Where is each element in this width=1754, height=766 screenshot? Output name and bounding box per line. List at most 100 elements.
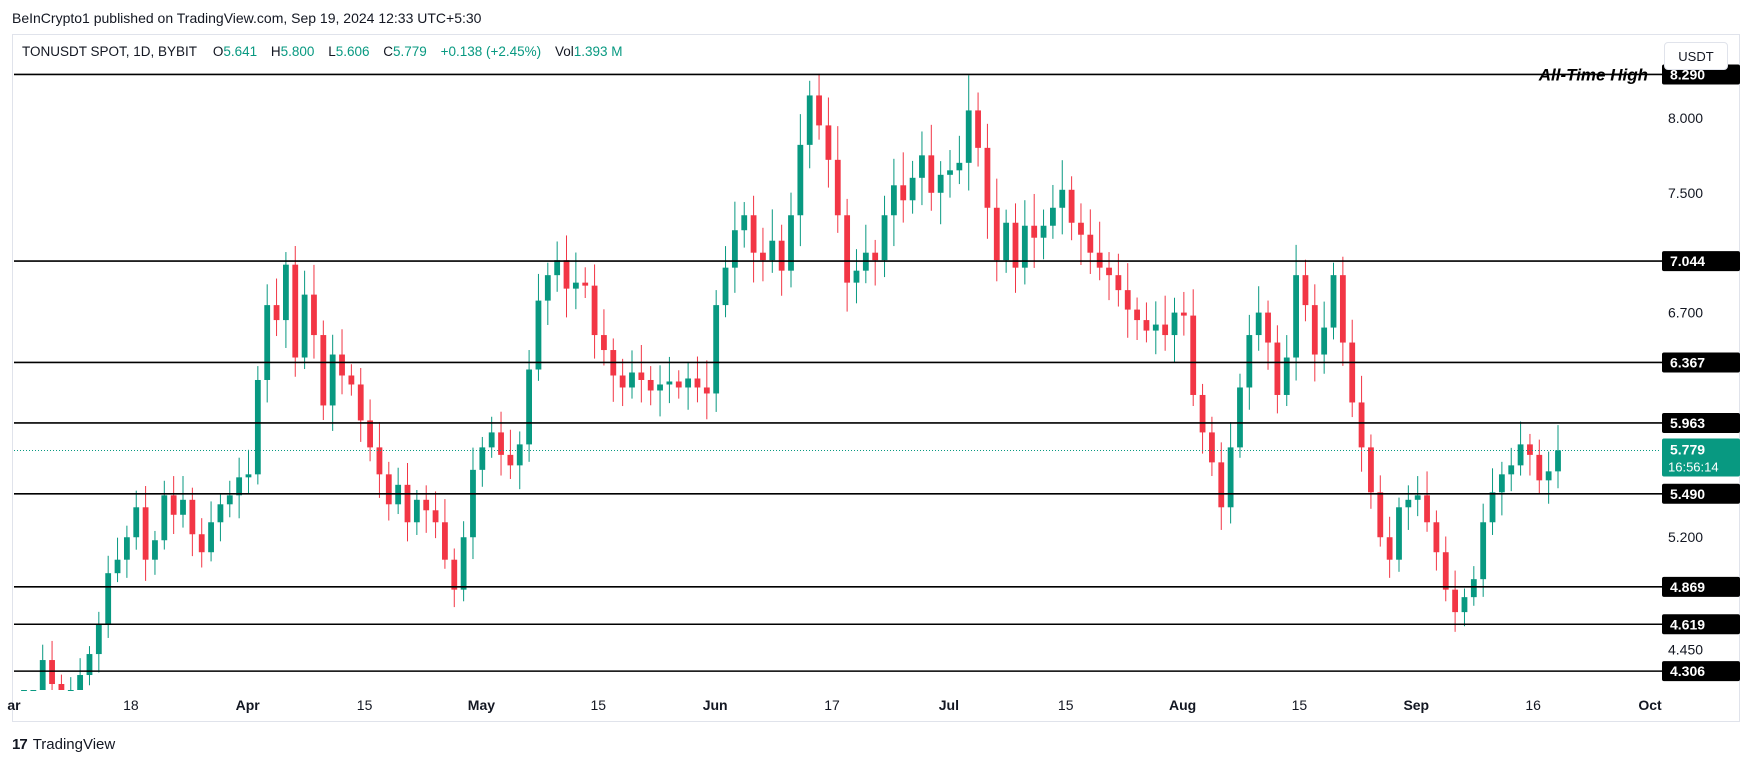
candle-body-70 — [675, 381, 682, 388]
candle-body-36 — [357, 384, 364, 421]
candle-body-81 — [778, 240, 785, 271]
candle-body-160 — [1517, 444, 1524, 466]
symbol-label[interactable]: TONUSDT SPOT, 1D, BYBIT — [22, 44, 198, 59]
candle-body-13 — [142, 507, 149, 560]
candle-body-28 — [283, 264, 289, 321]
candle-body-156 — [1480, 522, 1487, 580]
candle-body-0 — [21, 690, 27, 691]
candle-body-16 — [170, 495, 177, 515]
candle-body-32 — [320, 335, 327, 406]
candle-body-1 — [30, 690, 37, 691]
candle-body-17 — [180, 499, 186, 515]
level-label-bg-2 — [1662, 352, 1740, 373]
chart-frame[interactable] — [12, 34, 1740, 722]
candle-body-14 — [152, 540, 158, 560]
candle-body-21 — [217, 504, 224, 523]
candle-body-107 — [1021, 225, 1028, 268]
candle-body-53 — [516, 444, 523, 466]
ohlc-legend: TONUSDT SPOT, 1D, BYBIT O5.641 H5.800 L5… — [22, 44, 633, 59]
level-label-5: 4.869 — [1670, 579, 1705, 595]
x-tick-label-11: 15 — [1292, 697, 1308, 713]
candle-body-126 — [1199, 394, 1206, 433]
candle-body-102 — [975, 110, 981, 148]
candle-body-38 — [376, 447, 383, 475]
candle-body-132 — [1255, 312, 1262, 336]
candle-body-110 — [1050, 207, 1056, 226]
x-tick-label-13: 16 — [1525, 697, 1541, 713]
level-label-bg-6 — [1662, 614, 1740, 635]
candle-body-37 — [367, 420, 373, 448]
candle-body-136 — [1293, 275, 1299, 358]
candle-body-56 — [544, 275, 551, 301]
candle-body-42 — [413, 499, 420, 523]
candle-body-9 — [105, 573, 112, 625]
candle-body-151 — [1433, 522, 1440, 553]
level-label-7: 4.306 — [1670, 663, 1705, 679]
candle-body-77 — [741, 215, 748, 231]
close-value: 5.779 — [393, 44, 427, 59]
candle-body-47 — [460, 537, 467, 590]
candle-body-95 — [909, 177, 916, 201]
candle-body-153 — [1452, 589, 1459, 613]
candle-body-104 — [993, 207, 1000, 261]
countdown-label: 16:56:14 — [1668, 460, 1719, 475]
candle-body-6 — [77, 675, 84, 690]
candle-body-33 — [329, 354, 336, 406]
currency-button[interactable]: USDT — [1664, 42, 1728, 70]
candle-body-34 — [339, 354, 345, 376]
candle-body-69 — [666, 381, 673, 385]
candle-body-112 — [1068, 189, 1075, 223]
candle-body-91 — [872, 252, 879, 261]
candle-body-59 — [572, 282, 579, 289]
candle-body-130 — [1237, 387, 1243, 448]
candle-body-148 — [1405, 499, 1412, 508]
candle-body-44 — [432, 510, 439, 523]
tradingview-logo-icon: 17 — [12, 736, 28, 753]
candle-body-96 — [919, 155, 925, 178]
candle-body-54 — [526, 369, 532, 445]
high-key: H — [270, 44, 281, 59]
candle-body-27 — [273, 305, 280, 321]
x-tick-label-14: Oct — [1638, 697, 1662, 713]
candle-body-121 — [1152, 324, 1159, 331]
candle-body-106 — [1012, 222, 1019, 268]
x-tick-label-7: 17 — [824, 697, 840, 713]
candle-body-24 — [245, 474, 252, 478]
candle-body-86 — [825, 125, 832, 160]
footer-brand[interactable]: 17 TradingView — [12, 736, 115, 753]
x-tick-label-5: 15 — [590, 697, 606, 713]
x-tick-label-9: 15 — [1058, 697, 1074, 713]
candle-body-163 — [1545, 471, 1552, 481]
candle-body-139 — [1321, 327, 1328, 355]
candle-body-62 — [601, 335, 607, 351]
candle-body-7 — [86, 654, 93, 676]
candle-body-30 — [301, 294, 308, 358]
candle-body-25 — [254, 379, 261, 475]
candle-body-128 — [1218, 462, 1225, 508]
low-key: L — [328, 44, 336, 59]
low-value: 5.606 — [335, 44, 370, 59]
level-label-bg-5 — [1662, 576, 1740, 597]
level-label-bg-1 — [1662, 251, 1740, 272]
candle-body-58 — [563, 260, 570, 289]
close-key: C — [383, 44, 394, 59]
y-tick-label-2: 6.700 — [1668, 305, 1703, 321]
candle-body-87 — [834, 159, 841, 216]
level-label-0: 8.290 — [1670, 66, 1705, 82]
candle-body-43 — [423, 499, 430, 511]
candle-body-39 — [385, 474, 392, 505]
candle-body-8 — [95, 624, 102, 655]
candle-body-124 — [1180, 312, 1187, 316]
x-tick-label-1: 18 — [123, 697, 139, 713]
y-tick-label-4: 4.450 — [1668, 642, 1703, 658]
candle-body-97 — [928, 155, 935, 193]
current-price-badge — [1662, 438, 1740, 477]
x-tick-label-8: Jul — [939, 697, 959, 713]
candle-body-22 — [226, 495, 233, 505]
candle-body-78 — [750, 215, 757, 253]
candle-body-144 — [1368, 447, 1374, 493]
candle-body-41 — [404, 484, 411, 523]
candle-body-29 — [292, 264, 299, 358]
publish-line: BeInCrypto1 published on TradingView.com… — [12, 10, 482, 26]
